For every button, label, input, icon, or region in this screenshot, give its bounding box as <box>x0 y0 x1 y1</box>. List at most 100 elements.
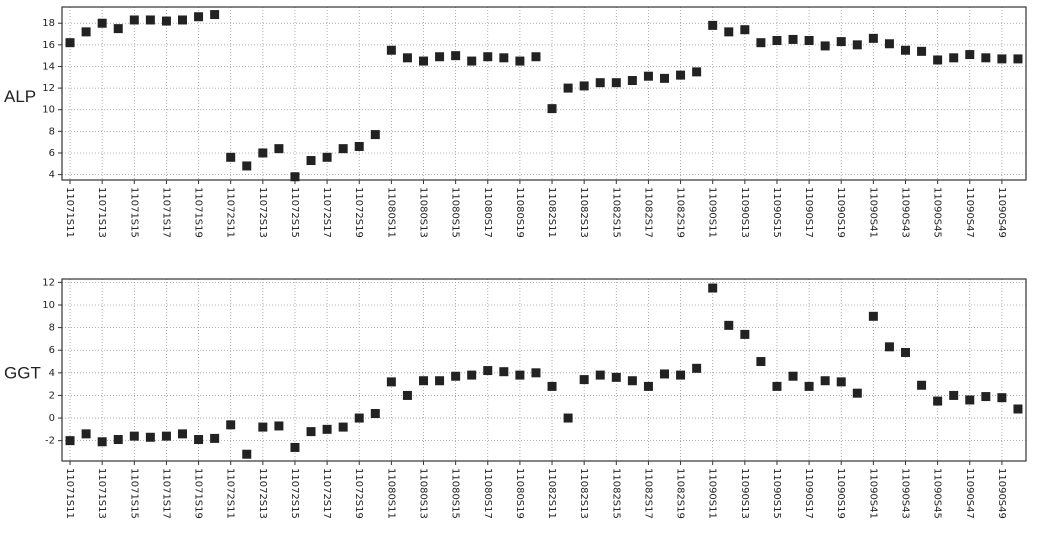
marker <box>161 431 171 441</box>
marker <box>145 15 155 25</box>
x-tick-label: 11082S19 <box>675 468 686 519</box>
marker <box>981 392 991 402</box>
marker <box>611 78 621 88</box>
marker <box>660 369 669 379</box>
x-tick-label: 11071S15 <box>128 187 139 238</box>
x-tick-label: 11072S13 <box>257 187 268 238</box>
y-tick-label: -2 <box>45 436 55 447</box>
x-tick-label: 11090S43 <box>900 187 911 238</box>
marker <box>643 381 653 391</box>
marker <box>370 130 380 140</box>
marker <box>997 54 1007 64</box>
x-tick-label: 11072S13 <box>257 468 268 519</box>
x-tick-label: 11090S17 <box>803 468 814 519</box>
marker <box>210 10 220 20</box>
marker <box>595 78 605 88</box>
y-tick-label: 2 <box>49 390 55 401</box>
x-tick-label: 11090S15 <box>771 468 782 519</box>
marker <box>627 76 637 86</box>
x-tick-label: 11080S19 <box>514 468 525 519</box>
marker <box>965 395 975 405</box>
marker <box>97 18 107 28</box>
x-tick-label: 11082S17 <box>642 187 653 238</box>
marker <box>322 424 332 434</box>
marker <box>81 27 91 37</box>
marker <box>901 347 910 357</box>
y-tick-label: 12 <box>42 83 55 94</box>
marker <box>338 422 348 432</box>
marker <box>226 420 236 430</box>
marker <box>788 371 798 381</box>
marker <box>386 377 396 387</box>
x-tick-label: 11071S15 <box>128 468 139 519</box>
marker <box>595 370 605 380</box>
marker <box>178 429 187 439</box>
marker <box>322 152 332 162</box>
marker <box>178 15 187 25</box>
x-tick-label: 11072S15 <box>289 187 300 238</box>
plot-area <box>62 7 1026 180</box>
marker <box>708 283 718 293</box>
marker <box>868 311 878 321</box>
plot-frame <box>61 6 1027 181</box>
marker <box>676 70 686 80</box>
marker <box>772 36 782 46</box>
x-tick-label: 11090S15 <box>771 187 782 238</box>
marker <box>868 33 878 43</box>
marker <box>772 381 782 391</box>
x-tick-label: 11090S19 <box>835 187 846 238</box>
marker <box>756 357 766 367</box>
x-tick-label: 11080S11 <box>385 187 396 238</box>
marker <box>676 370 686 380</box>
x-tick-label: 11071S17 <box>160 187 171 238</box>
marker <box>836 37 846 47</box>
marker <box>451 371 461 381</box>
marker <box>820 376 830 386</box>
marker <box>65 38 75 48</box>
x-tick-label: 11090S43 <box>900 468 911 519</box>
marker <box>338 144 348 154</box>
marker <box>97 437 107 447</box>
marker <box>611 372 621 382</box>
y-tick-label: 4 <box>49 170 55 181</box>
marker <box>531 52 541 62</box>
marker <box>901 45 910 55</box>
marker <box>354 413 364 423</box>
y-tick-label: 8 <box>49 126 55 137</box>
x-tick-label: 11090S17 <box>803 187 814 238</box>
marker <box>274 421 284 431</box>
marker <box>483 366 493 376</box>
marker <box>563 83 573 93</box>
y-tick-label: 6 <box>49 148 55 159</box>
x-tick-label: 11071S19 <box>193 187 204 238</box>
x-tick-label: 11072S11 <box>225 468 236 519</box>
marker <box>113 24 123 34</box>
x-tick-label: 11071S17 <box>160 468 171 519</box>
marker <box>306 156 316 166</box>
marker <box>756 38 766 48</box>
x-tick-label: 11090S19 <box>835 468 846 519</box>
marker <box>290 442 300 452</box>
marker <box>274 144 284 154</box>
x-tick-label: 11072S17 <box>321 187 332 238</box>
x-tick-label: 11090S45 <box>932 468 943 519</box>
y-tick-label: 12 <box>42 277 55 288</box>
marker <box>129 431 139 441</box>
marker <box>258 148 268 158</box>
marker <box>515 370 525 380</box>
marker <box>917 380 927 390</box>
marker <box>402 390 412 400</box>
marker <box>531 368 541 378</box>
x-tick-label: 11090S13 <box>739 187 750 238</box>
x-tick-label: 11090S41 <box>867 468 878 519</box>
x-tick-label: 11082S11 <box>546 187 557 238</box>
marker <box>161 16 171 26</box>
marker <box>483 52 493 62</box>
y-tick-label: 10 <box>42 300 55 311</box>
x-tick-label: 11080S13 <box>418 187 429 238</box>
marker <box>81 429 91 439</box>
marker <box>579 375 589 385</box>
y-tick-label: 8 <box>49 323 55 334</box>
marker <box>419 56 428 66</box>
marker <box>917 46 927 56</box>
